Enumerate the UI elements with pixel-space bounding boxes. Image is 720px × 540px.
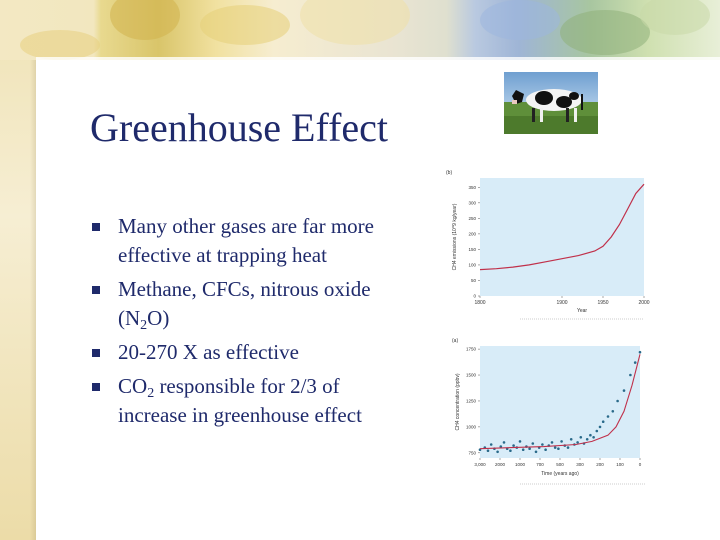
data-point xyxy=(496,450,499,454)
plot-area xyxy=(480,346,640,458)
data-point xyxy=(616,399,619,403)
data-point xyxy=(499,445,503,448)
data-point xyxy=(569,438,573,441)
data-point xyxy=(585,438,589,441)
panel-label: (b) xyxy=(446,170,452,176)
bullet-list: Many other gases are far more effective … xyxy=(92,212,392,435)
data-point xyxy=(592,436,595,439)
data-point xyxy=(553,446,557,449)
y-tick-label: 0 xyxy=(473,294,476,299)
data-point xyxy=(521,448,525,451)
leaf-shape xyxy=(110,0,180,40)
y-tick-label: 1500 xyxy=(466,373,477,378)
data-point xyxy=(518,440,522,443)
x-tick-label: 300 xyxy=(576,462,584,467)
x-tick-label: 200 xyxy=(596,462,604,467)
data-point xyxy=(509,449,512,452)
x-axis-label: Year xyxy=(577,308,587,314)
x-tick-label: 700 xyxy=(536,462,544,467)
data-point xyxy=(579,436,583,439)
x-axis-label: Time (years ago) xyxy=(541,471,579,477)
x-tick-label: 1000 xyxy=(515,462,526,467)
data-point xyxy=(566,446,570,449)
bullet-item: CO2 responsible for 2/3 of increase in g… xyxy=(92,372,392,430)
leaf-shape xyxy=(300,0,410,45)
bullet-text: O) xyxy=(147,306,170,330)
bullet-text: Methane, CFCs, nitrous oxide (N xyxy=(118,277,371,330)
cow-photo-icon xyxy=(504,72,598,134)
y-tick-label: 1000 xyxy=(466,424,477,429)
data-point xyxy=(589,433,592,437)
subscript: 2 xyxy=(140,318,148,333)
data-point xyxy=(531,442,535,445)
x-tick-label: 1950 xyxy=(597,300,608,306)
y-tick-label: 1250 xyxy=(466,398,477,403)
data-point xyxy=(544,448,547,451)
data-point xyxy=(629,373,632,377)
series-line xyxy=(479,183,645,271)
data-point xyxy=(486,449,490,452)
leaf-shape xyxy=(480,0,560,40)
data-point xyxy=(560,440,563,443)
bullet-item: Methane, CFCs, nitrous oxide (N2O) xyxy=(92,275,392,333)
bullet-text: 20-270 X as effective xyxy=(118,340,299,364)
data-point xyxy=(550,441,554,444)
left-decorative-strip xyxy=(0,0,36,540)
trend-line xyxy=(479,354,641,450)
data-point xyxy=(595,429,599,433)
data-point xyxy=(633,361,637,364)
bullet-text: CO xyxy=(118,374,148,398)
data-point xyxy=(557,447,560,450)
bullet-item: Many other gases are far more effective … xyxy=(92,212,392,270)
x-tick-label: 2000 xyxy=(638,300,649,306)
y-axis-label: CH4 emissions (10^9 kg/year) xyxy=(452,203,458,270)
y-tick-label: 50 xyxy=(471,278,477,283)
y-tick-label: 1750 xyxy=(466,347,477,352)
bullet-text: responsible for 2/3 of increase in green… xyxy=(118,374,362,427)
x-tick-label: 100 xyxy=(616,462,624,467)
y-tick-label: 350 xyxy=(468,185,476,190)
data-point xyxy=(502,441,506,444)
data-point xyxy=(512,444,515,447)
slide-title: Greenhouse Effect xyxy=(90,105,389,150)
y-axis-label: CH4 concentration (ppbv) xyxy=(455,373,461,430)
data-point xyxy=(611,410,615,413)
plot-area xyxy=(480,178,644,296)
leaf-shape xyxy=(20,30,100,60)
bullet-item: 20-270 X as effective xyxy=(92,338,392,367)
data-point xyxy=(638,350,642,354)
y-tick-label: 750 xyxy=(468,450,476,455)
data-point xyxy=(541,443,544,446)
panel-label: (a) xyxy=(452,338,458,344)
bullet-text: Many other gases are far more effective … xyxy=(118,214,374,267)
data-point xyxy=(606,415,610,418)
x-tick-label: 0 xyxy=(639,462,642,467)
x-tick-label: 2000 xyxy=(495,462,506,467)
data-point xyxy=(601,420,605,423)
data-point xyxy=(576,441,579,444)
y-tick-label: 150 xyxy=(468,247,476,252)
leaf-shape xyxy=(200,5,290,45)
data-point xyxy=(622,389,626,392)
x-tick-label: 3,000 xyxy=(474,462,486,467)
y-tick-label: 100 xyxy=(468,262,476,267)
data-point xyxy=(598,425,602,429)
data-point xyxy=(489,443,493,446)
methane-emissions-chart: (b) 0 50 100 150 200 250 300 350 1800 1900 1950 2000… xyxy=(446,170,650,320)
data-point xyxy=(534,450,538,454)
y-tick-label: 300 xyxy=(468,200,476,205)
y-tick-label: 200 xyxy=(468,231,476,236)
x-tick-label: 1900 xyxy=(556,300,567,306)
top-decorative-band xyxy=(0,0,720,60)
x-tick-label: 1800 xyxy=(474,300,485,306)
leaf-shape xyxy=(640,0,710,35)
subscript: 2 xyxy=(147,386,155,401)
data-point xyxy=(528,447,531,450)
y-tick-label: 250 xyxy=(468,216,476,221)
leaf-shape xyxy=(560,10,650,55)
x-tick-label: 500 xyxy=(556,462,564,467)
